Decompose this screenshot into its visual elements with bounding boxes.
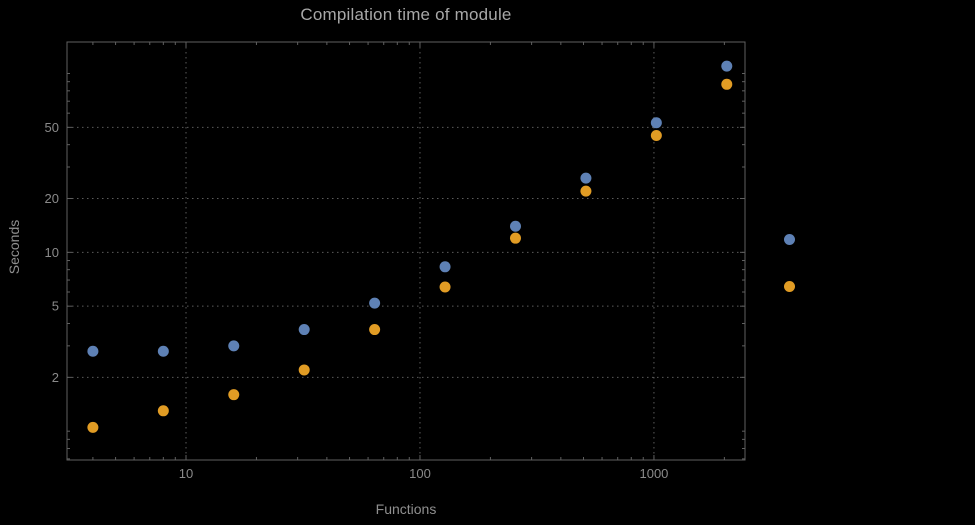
data-point-series-2 (580, 185, 592, 197)
data-point-series-1 (650, 117, 662, 129)
y-axis-label: Seconds (6, 219, 22, 275)
data-point-series-2 (298, 364, 310, 376)
data-point-series-1 (580, 172, 592, 184)
data-point-series-2 (157, 405, 169, 417)
data-point-series-1 (439, 261, 451, 273)
y-tick-label: 50 (45, 120, 59, 135)
data-point-series-1 (157, 345, 169, 357)
legend-marker-series-1 (784, 234, 795, 245)
legend-marker-series-2 (784, 281, 795, 292)
data-point-series-1 (369, 297, 381, 309)
y-tick-label: 5 (52, 299, 59, 314)
data-point-series-2 (509, 232, 521, 244)
data-point-series-2 (228, 389, 240, 401)
data-point-series-1 (87, 345, 99, 357)
plot-frame (66, 41, 746, 461)
data-point-series-2 (721, 78, 733, 90)
data-point-series-1 (228, 340, 240, 352)
chart-title: Compilation time of module (300, 5, 512, 24)
data-point-series-2 (650, 130, 662, 142)
y-tick-label: 2 (52, 370, 59, 385)
data-point-series-1 (298, 324, 310, 336)
data-point-series-1 (509, 220, 521, 232)
y-tick-label: 10 (45, 245, 59, 260)
y-tick-label: 20 (45, 191, 59, 206)
data-point-series-2 (369, 324, 381, 336)
x-tick-label: 10 (179, 466, 193, 481)
data-point-series-2 (439, 281, 451, 293)
x-tick-label: 1000 (639, 466, 668, 481)
data-point-series-2 (87, 421, 99, 433)
x-axis-label: Functions (375, 501, 437, 517)
data-point-series-1 (721, 60, 733, 72)
x-tick-label: 100 (409, 466, 431, 481)
